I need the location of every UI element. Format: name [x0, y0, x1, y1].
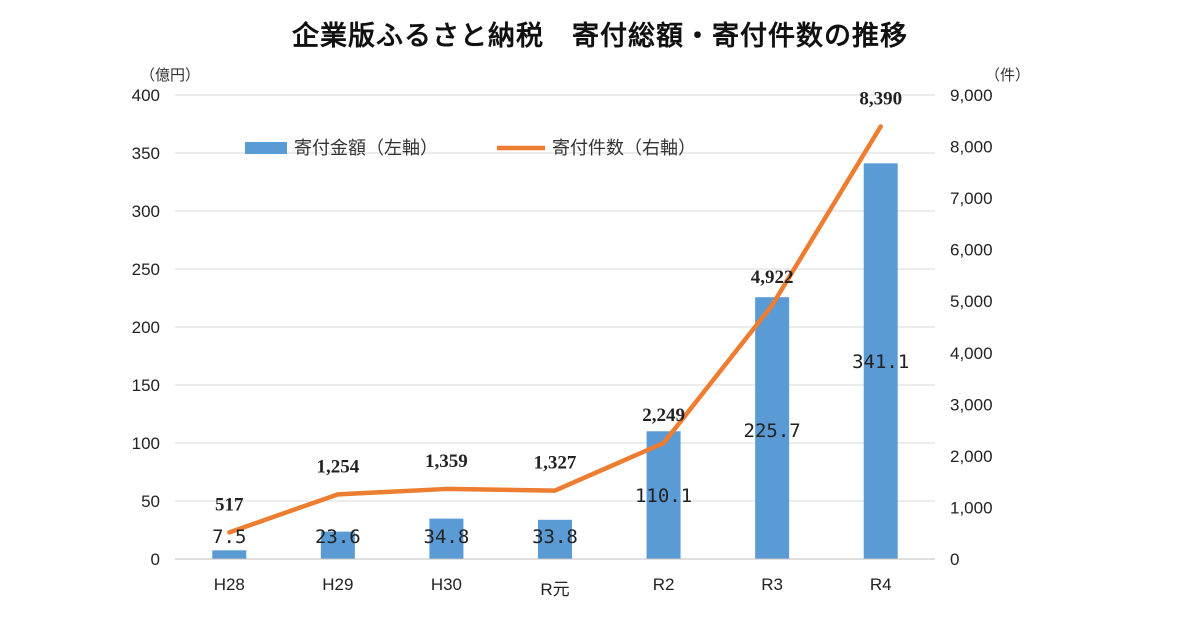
- axes: 0 50 100 150 200 250 300 350 400 0 1,000 2,000 3,000…: [132, 66, 1030, 599]
- y-left-unit: （億円）: [140, 66, 200, 84]
- y-left-tick-label: 250: [132, 260, 160, 279]
- x-tick-label: H29: [322, 575, 353, 594]
- y-left-tick-label: 50: [141, 492, 160, 511]
- y-left-tick-label: 0: [151, 550, 160, 569]
- count-line: [227, 124, 883, 535]
- bar-value-label: 33.8: [532, 526, 578, 548]
- legend-bar-swatch: [245, 142, 287, 154]
- legend: 寄付金額（左軸） 寄付件数（右軸）: [245, 138, 696, 159]
- bar-value-label: 225.7: [744, 420, 801, 442]
- bar: [755, 297, 790, 559]
- y-right-tick-label: 9,000: [950, 86, 993, 105]
- line-value-label: 4,922: [751, 267, 794, 288]
- chart-title: 企業版ふるさと納税 寄付総額・寄付件数の推移: [292, 21, 908, 52]
- line-value-label: 1,327: [534, 453, 577, 474]
- bar: [320, 531, 355, 559]
- y-left-tick-label: 400: [132, 86, 160, 105]
- x-tick-label: R3: [761, 575, 783, 594]
- line-value-label: 517: [215, 494, 244, 515]
- y-right-tick-label: 7,000: [950, 189, 993, 208]
- x-tick-label: R元: [540, 580, 569, 599]
- bar-value-label: 34.8: [424, 526, 470, 548]
- line-value-label: 1,359: [425, 451, 468, 472]
- y-left-tick-label: 350: [132, 144, 160, 163]
- data-labels: 7.5 23.6 34.8 33.8 110.1 225.7 341.1 517 1,254 1,…: [212, 88, 909, 548]
- line-value-label: 2,249: [642, 405, 685, 426]
- grid-lines: [175, 94, 935, 502]
- legend-line-label: 寄付件数（右軸）: [552, 138, 696, 159]
- bar: [538, 519, 572, 559]
- bar: [646, 431, 681, 559]
- line-series: [227, 124, 883, 535]
- y-left-tick-label: 300: [132, 202, 160, 221]
- legend-bar-label: 寄付金額（左軸）: [294, 138, 438, 159]
- line-value-label: 8,390: [859, 88, 902, 109]
- y-right-tick-label: 8,000: [950, 138, 993, 157]
- y-right-tick-label: 4,000: [950, 344, 993, 363]
- y-right-tick-label: 0: [950, 550, 959, 569]
- x-tick-label: H30: [431, 575, 462, 594]
- line-value-label: 1,254: [316, 456, 359, 477]
- y-right-unit: （件）: [985, 66, 1030, 84]
- bar-series: [212, 163, 898, 559]
- bar: [863, 163, 898, 559]
- y-right-tick-label: 1,000: [950, 498, 993, 517]
- bar-value-label: 110.1: [635, 485, 692, 507]
- x-tick-label: R4: [870, 575, 892, 594]
- bar-value-label: 7.5: [212, 526, 246, 548]
- bar: [429, 518, 464, 559]
- bar-value-label: 23.6: [315, 526, 361, 548]
- y-right-tick-label: 6,000: [950, 241, 993, 260]
- y-right-tick-label: 2,000: [950, 447, 993, 466]
- y-right-tick-label: 5,000: [950, 292, 993, 311]
- x-tick-label: H28: [214, 575, 245, 594]
- y-left-tick-label: 200: [132, 318, 160, 337]
- x-tick-label: R2: [653, 575, 675, 594]
- bar-value-label: 341.1: [852, 351, 909, 373]
- bar: [212, 550, 247, 559]
- y-left-tick-label: 150: [132, 376, 160, 395]
- y-left-tick-label: 100: [132, 434, 160, 453]
- y-right-tick-label: 3,000: [950, 395, 993, 414]
